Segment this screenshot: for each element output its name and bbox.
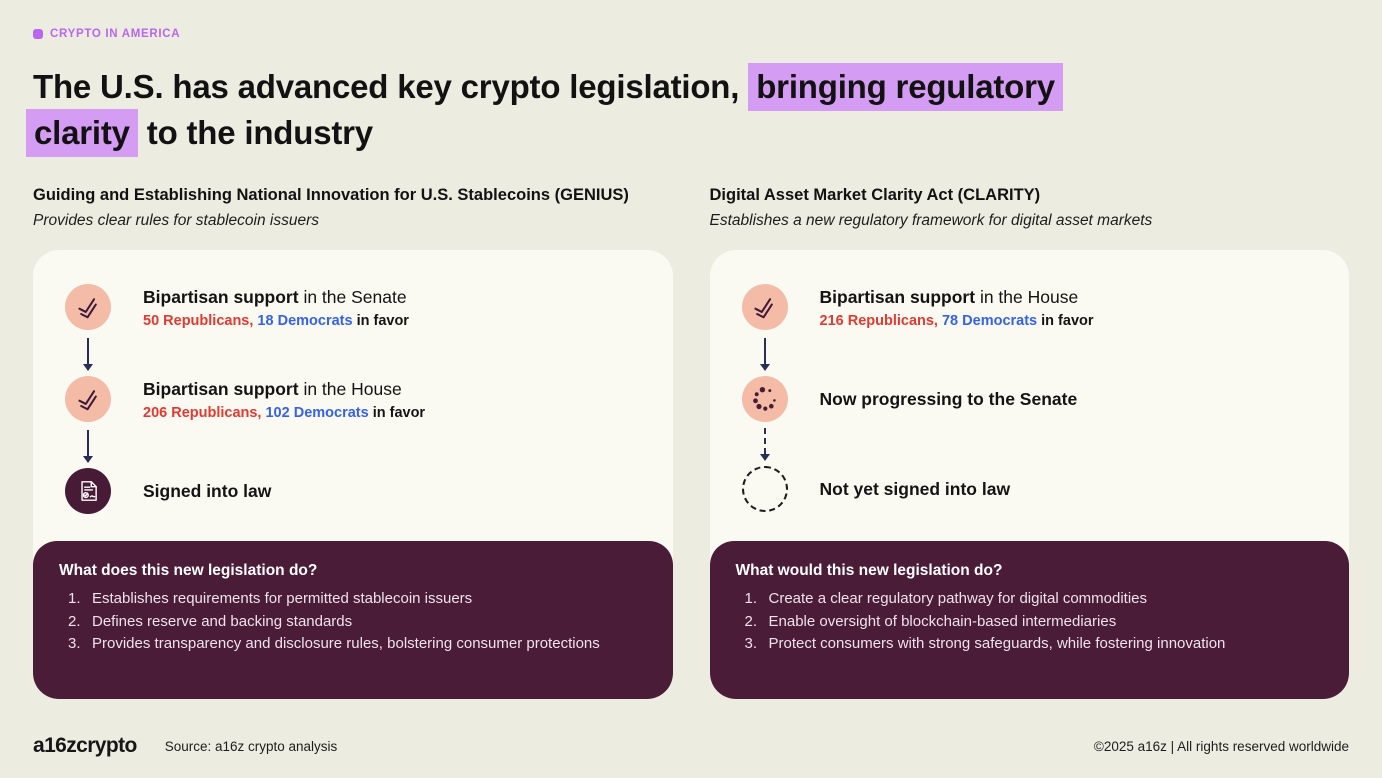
double-check-icon: [65, 376, 111, 422]
step-label: Now progressing to the Senate: [819, 388, 1078, 409]
list-number: 1.: [744, 590, 758, 607]
list-text: Provides transparency and disclosure rul…: [92, 635, 600, 652]
title-pre: The U.S. has advanced key crypto legisla…: [33, 68, 749, 105]
step-rest-label: in the Senate: [298, 287, 407, 307]
list-number: 3.: [68, 635, 81, 652]
step-rest-label: in the House: [975, 287, 1079, 307]
step-bold-label: Bipartisan support: [143, 287, 299, 307]
page-title: The U.S. has advanced key crypto legisla…: [26, 63, 1349, 157]
column-genius: Guiding and Establishing National Innova…: [33, 186, 673, 699]
panel-heading: What would this new legislation do?: [735, 562, 1003, 579]
list-item: 2. Enable oversight of blockchain-based i…: [736, 611, 1324, 634]
step-text: Bipartisan support in the Senate 50 Repu…: [143, 284, 409, 332]
copyright-note: ©2025 a16z | All rights reserved worldwi…: [1093, 738, 1349, 754]
list-number: 2.: [744, 612, 758, 630]
democrats-count: 18 Democrats: [253, 313, 353, 329]
dotted-spinner-icon: [741, 376, 788, 422]
panel-list: 1. Create a clear regulatory pathway for …: [736, 588, 1324, 656]
title-highlight-1: bringing regulatory: [748, 63, 1063, 111]
signed-document-icon: [65, 468, 111, 514]
in-favor-label: in favor: [368, 405, 426, 421]
democrats-count: 102 Democrats: [261, 405, 369, 421]
clarity-card: Bipartisan support in the House 216 Repu…: [709, 250, 1350, 699]
double-check-icon: [741, 284, 788, 330]
list-item: 2. Defines reserve and backing standards: [59, 611, 647, 634]
down-arrow-icon: [65, 424, 111, 468]
list-number: 2.: [68, 612, 81, 630]
list-item: 3. Protect consumers with strong safeguar…: [736, 633, 1324, 656]
column-subheading: Provides clear rules for stablecoin issu…: [33, 212, 320, 229]
step-label: Signed into law: [143, 480, 272, 501]
eyebrow-label: CRYPTO IN AMERICA: [50, 28, 181, 40]
column-heading: Guiding and Establishing National Innova…: [33, 186, 629, 204]
step-not-yet-signed: Not yet signed into law: [741, 466, 1326, 512]
democrats-count: 78 Democrats: [937, 313, 1038, 329]
list-text: Protect consumers with strong safeguards…: [768, 635, 1226, 652]
double-check-icon: [65, 284, 111, 330]
genius-flow: Bipartisan support in the Senate 50 Repu…: [33, 250, 673, 541]
step-progressing-senate: Now progressing to the Senate: [741, 376, 1326, 422]
list-item: 1. Establishes requirements for permitted…: [59, 588, 647, 611]
clarity-legislation-panel: What would this new legislation do? 1. Cr…: [709, 541, 1349, 699]
footer: a16zcrypto Source: a16z crypto analysis …: [33, 734, 1349, 778]
step-rest-label: in the House: [298, 379, 402, 399]
step-signed-into-law: Signed into law: [65, 468, 649, 514]
panel-heading: What does this new legislation do?: [59, 562, 318, 579]
column-subheading: Establishes a new regulatory framework f…: [709, 212, 1153, 229]
in-favor-label: in favor: [1037, 313, 1094, 329]
republicans-count: 216 Republicans,: [819, 313, 938, 329]
columns: Guiding and Establishing National Innova…: [33, 186, 1349, 699]
step-senate-support: Bipartisan support in the Senate 50 Repu…: [65, 284, 649, 332]
step-label: Not yet signed into law: [819, 478, 1011, 499]
republicans-count: 50 Republicans,: [143, 313, 254, 329]
genius-card: Bipartisan support in the Senate 50 Repu…: [33, 250, 673, 699]
down-arrow-icon: [65, 332, 111, 376]
eyebrow: CRYPTO IN AMERICA: [33, 28, 1349, 40]
a16zcrypto-logo: a16zcrypto: [33, 734, 137, 757]
genius-legislation-panel: What does this new legislation do? 1. Est…: [33, 541, 673, 699]
in-favor-label: in favor: [352, 313, 409, 329]
step-house-support: Bipartisan support in the House 206 Repu…: [65, 376, 649, 424]
source-note: Source: a16z crypto analysis: [164, 738, 338, 754]
title-highlight-2: clarity: [26, 109, 138, 157]
step-bold-label: Bipartisan support: [819, 287, 976, 307]
step-text: Bipartisan support in the House 206 Repu…: [143, 376, 425, 424]
dashed-down-arrow-icon: [742, 422, 788, 466]
down-arrow-icon: [742, 332, 788, 376]
title-post: to the industry: [137, 114, 373, 151]
step-house-support: Bipartisan support in the House 216 Repu…: [741, 284, 1326, 332]
column-heading: Digital Asset Market Clarity Act (CLARIT…: [709, 186, 1041, 204]
eyebrow-square-icon: [33, 29, 43, 39]
panel-list: 1. Establishes requirements for permitted…: [59, 588, 647, 656]
list-item: 1. Create a clear regulatory pathway for …: [736, 588, 1324, 611]
step-text: Bipartisan support in the House 216 Repu…: [820, 284, 1094, 332]
list-number: 3.: [744, 635, 758, 652]
clarity-flow: Bipartisan support in the House 216 Repu…: [710, 250, 1350, 541]
step-bold-label: Bipartisan support: [143, 379, 299, 399]
list-text: Enable oversight of blockchain-based int…: [768, 612, 1117, 630]
dashed-circle-icon: [741, 466, 788, 512]
column-clarity: Digital Asset Market Clarity Act (CLARIT…: [709, 186, 1350, 699]
list-text: Defines reserve and backing standards: [92, 612, 353, 630]
list-text: Create a clear regulatory pathway for di…: [768, 590, 1148, 607]
list-text: Establishes requirements for permitted s…: [92, 590, 473, 607]
list-number: 1.: [68, 590, 81, 607]
republicans-count: 206 Republicans,: [143, 405, 262, 421]
list-item: 3. Provides transparency and disclosure r…: [59, 633, 647, 656]
